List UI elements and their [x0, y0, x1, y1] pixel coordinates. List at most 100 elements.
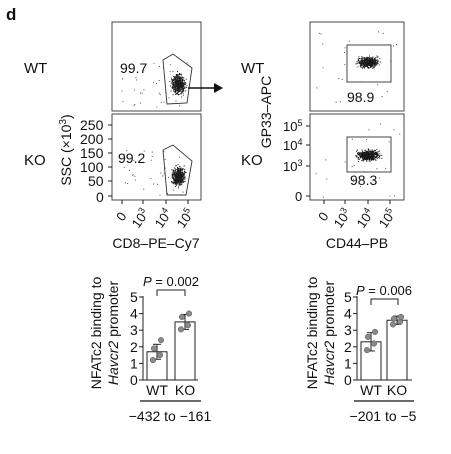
data-point [156, 352, 164, 359]
event-dot [179, 105, 181, 107]
data-point [397, 313, 405, 320]
event-dot [177, 74, 179, 76]
event-dot [366, 57, 368, 59]
event-dot [364, 61, 366, 63]
event-dot [185, 78, 187, 80]
event-dot [157, 183, 159, 185]
event-dot [369, 160, 371, 162]
event-dot [364, 153, 366, 155]
event-dot [184, 177, 186, 179]
gate-rectangle [346, 136, 392, 173]
flow-plot-left-ko: 99.2 [111, 113, 202, 201]
event-dot [172, 89, 174, 91]
event-dot [177, 179, 179, 181]
event-dot [377, 61, 379, 63]
event-dot [353, 179, 354, 181]
event-dot [370, 66, 372, 68]
event-dot [172, 83, 174, 85]
event-dot [366, 158, 368, 160]
bars [146, 310, 196, 381]
event-dot [372, 60, 374, 62]
event-dot [181, 87, 183, 89]
event-dot [168, 97, 170, 99]
flow-plot-left-wt: 99.7 [111, 21, 202, 112]
event-dot [178, 179, 180, 181]
event-dot [173, 78, 175, 80]
event-dot [358, 62, 360, 63]
event-dot [184, 83, 186, 85]
event-dot [364, 155, 366, 157]
event-dot [182, 83, 184, 85]
event-dot [363, 152, 365, 153]
event-dot [362, 160, 364, 162]
event-dot [361, 153, 363, 154]
event-dot [365, 158, 367, 160]
event-dot [179, 174, 181, 175]
xtick-label: 104 [151, 206, 175, 231]
event-dot [182, 180, 184, 182]
event-dot [171, 177, 173, 179]
event-dot [361, 155, 363, 157]
event-dot [376, 62, 378, 63]
event-dot [380, 123, 381, 125]
event-dot [178, 176, 180, 178]
xtick-label: 104 [353, 206, 377, 231]
event-dot [365, 63, 367, 65]
event-dot [182, 89, 184, 91]
event-dot [373, 157, 375, 159]
event-dot [371, 57, 373, 59]
event-dot [182, 173, 184, 175]
event-dot [373, 62, 375, 64]
event-dot [182, 191, 184, 193]
event-dot [376, 59, 378, 61]
event-dot [176, 175, 178, 176]
event-dot [369, 156, 371, 158]
ytick-label: 2 [130, 339, 138, 355]
event-dot [171, 87, 173, 89]
event-dot [177, 181, 179, 183]
event-dot [361, 154, 362, 156]
event-dot [172, 182, 174, 184]
ytick-label: 0 [130, 372, 138, 388]
xtick-label: 103 [128, 206, 152, 231]
event-dot [185, 171, 187, 173]
event-dot [368, 160, 370, 162]
event-dot [171, 79, 173, 81]
event-dot [183, 178, 185, 180]
event-dot [368, 129, 370, 131]
event-dot [176, 181, 178, 183]
event-dot [357, 66, 359, 68]
event-dot [186, 86, 188, 88]
event-dot [357, 58, 359, 60]
data-point [178, 313, 186, 320]
event-dot [370, 155, 372, 157]
event-dot [182, 78, 184, 80]
event-dot [388, 141, 390, 143]
event-dot [361, 56, 363, 58]
data-point [364, 333, 372, 340]
event-dot [175, 100, 177, 102]
event-dot [358, 161, 360, 163]
event-dot [369, 154, 371, 156]
event-dot [176, 85, 178, 87]
gate-percent: 98.3 [350, 172, 377, 188]
event-dot [182, 85, 184, 87]
event-dot [180, 172, 182, 174]
event-dot [371, 156, 373, 158]
event-dot [183, 85, 184, 87]
event-dot [366, 156, 368, 158]
event-dot [362, 158, 364, 160]
event-dot [180, 169, 182, 171]
data-point [370, 340, 378, 347]
event-dot [367, 61, 369, 63]
data-point [150, 345, 158, 352]
event-dot [368, 64, 370, 66]
event-dot [365, 155, 367, 157]
event-dot [179, 76, 181, 78]
event-dot [122, 78, 124, 80]
event-dot [373, 159, 375, 161]
event-dot [361, 63, 363, 65]
event-dot [375, 156, 377, 158]
event-dot [140, 102, 142, 104]
